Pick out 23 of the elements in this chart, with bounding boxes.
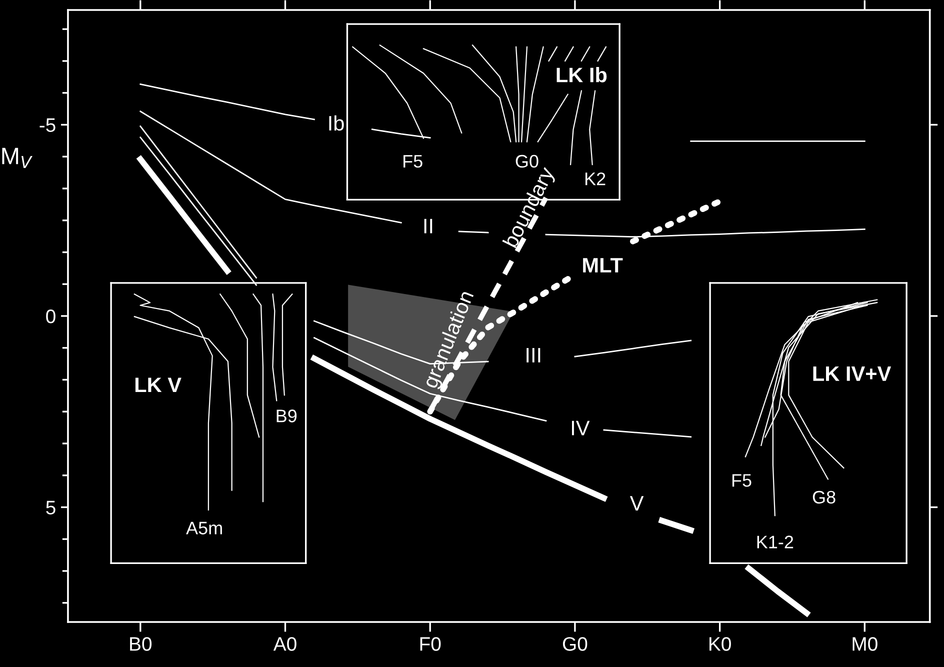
x-tick-label: K0	[710, 637, 731, 651]
annotation: IV	[572, 420, 590, 436]
annotation: MLT	[583, 258, 623, 272]
x-tick-label: B0	[130, 637, 152, 651]
annotation: LK V	[135, 378, 182, 392]
annotation: II	[424, 218, 432, 234]
x-tick-label: M0	[852, 637, 878, 651]
x-tick-label: F0	[420, 637, 441, 651]
x-tick-label: G0	[562, 637, 588, 651]
annotation: Ib	[329, 115, 344, 131]
annotation: G8	[812, 490, 836, 504]
annotation: III	[526, 348, 540, 362]
annotation: LK IV+V	[813, 366, 892, 381]
y-tick-label: -5	[40, 118, 56, 132]
annotation: V	[630, 496, 644, 510]
y-tick-label: 0	[46, 309, 56, 324]
annotation: A5m	[186, 522, 222, 534]
annotation: B9	[276, 410, 297, 422]
y-axis-title: M$_{V}$	[2, 148, 32, 168]
y-tick-label: 5	[46, 500, 56, 514]
annotation: F5	[732, 474, 752, 487]
x-tick-label: A0	[273, 637, 296, 651]
annotation: K1-2	[757, 536, 794, 548]
